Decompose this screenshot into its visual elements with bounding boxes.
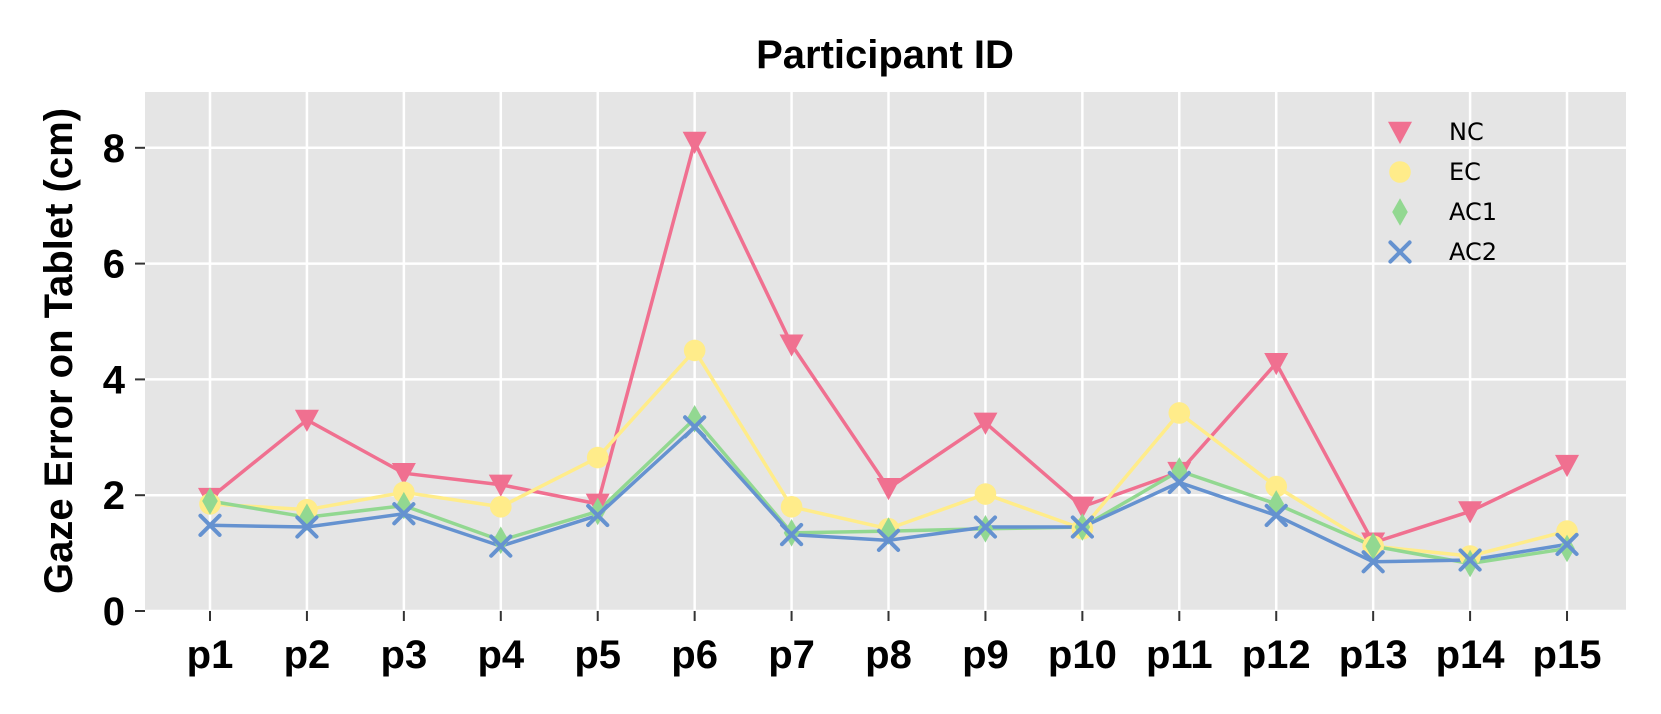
- x-marker-stroke: [1458, 548, 1482, 572]
- data-point-ac2: [1361, 550, 1385, 574]
- x-marker-stroke: [1361, 550, 1385, 574]
- data-point-ec: [1265, 475, 1288, 498]
- y-axis-label: Gaze Error on Tablet (cm): [37, 108, 81, 594]
- data-point-nc: [1555, 454, 1580, 478]
- data-point-ec: [586, 446, 609, 469]
- data-point-ac2: [1555, 532, 1579, 557]
- data-point-ac2: [683, 415, 707, 439]
- x-marker-stroke: [683, 415, 707, 439]
- data-point-nc: [294, 409, 319, 432]
- x-marker-stroke: [1264, 503, 1288, 528]
- legend-marker-ac2: [1388, 240, 1412, 264]
- axis-ticks: p1 p2 p3 p4 p5 p6 p7 p8 p9 p10 p11 p12 p13 p14 p15 0 2 4 6…: [103, 127, 1602, 677]
- data-point-nc: [1458, 501, 1483, 524]
- data-point-ec: [683, 339, 706, 362]
- legend: NC EC AC1 AC2: [1388, 118, 1497, 266]
- data-point-nc: [876, 478, 901, 501]
- grid: [145, 92, 1626, 613]
- legend-marker-nc: [1388, 121, 1412, 144]
- data-point-ac1: [1365, 532, 1381, 560]
- legend-label-ac2: AC2: [1449, 238, 1497, 266]
- x-tick-label: p8: [865, 633, 912, 677]
- chart-title: Participant ID: [756, 33, 1014, 77]
- data-point-ac2: [876, 528, 901, 552]
- x-tick-label: p11: [1146, 633, 1213, 677]
- x-marker-stroke: [876, 528, 901, 552]
- x-marker-stroke: [1388, 240, 1412, 264]
- x-marker-stroke: [1070, 515, 1094, 539]
- x-tick-label: p10: [1048, 633, 1117, 677]
- data-point-ac1: [880, 517, 897, 545]
- x-marker-stroke: [779, 522, 804, 547]
- data-point-nc: [488, 474, 513, 497]
- data-point-ec: [780, 495, 803, 518]
- legend-marker-ac1: [1392, 198, 1408, 226]
- x-tick-label: p4: [477, 633, 524, 677]
- legend-marker-ec: [1389, 161, 1411, 183]
- x-marker-stroke: [973, 515, 998, 539]
- y-tick-label: 0: [103, 590, 125, 634]
- y-tick-label: 8: [103, 127, 125, 171]
- x-tick-label: p13: [1339, 633, 1408, 677]
- x-marker-stroke: [489, 534, 513, 558]
- data-point-ac2: [295, 515, 319, 539]
- legend-label-ec: EC: [1449, 158, 1481, 186]
- data-point-ac2: [1070, 515, 1094, 539]
- x-tick-label: p3: [381, 633, 428, 677]
- x-tick-label: p15: [1533, 633, 1602, 677]
- data-point-ac2: [1167, 470, 1191, 495]
- x-tick-label: p12: [1242, 633, 1311, 677]
- x-marker-stroke: [586, 503, 610, 528]
- x-tick-label: p1: [187, 633, 234, 677]
- data-point-ac2: [198, 513, 222, 537]
- data-point-nc: [1070, 496, 1095, 519]
- data-point-nc: [1264, 352, 1289, 376]
- data-point-ac2: [489, 534, 513, 558]
- data-point-nc: [682, 131, 707, 155]
- x-tick-label: p2: [284, 633, 331, 677]
- x-marker-stroke: [1167, 470, 1191, 495]
- data-point-nc: [779, 334, 804, 357]
- legend-label-ac1: AC1: [1449, 198, 1497, 226]
- x-marker-stroke: [1555, 532, 1579, 557]
- data-point-ac2: [973, 515, 998, 539]
- data-point-nc: [973, 412, 998, 435]
- data-point-nc: [391, 462, 416, 486]
- data-point-ac2: [586, 503, 610, 528]
- data-point-ec: [489, 495, 512, 518]
- data-point-ac1: [202, 487, 218, 515]
- data-point-ec: [1168, 402, 1191, 424]
- data-point-ac2: [392, 502, 416, 526]
- x-tick-label: p9: [962, 633, 1009, 677]
- series-markers: [198, 131, 1580, 578]
- data-point-ac2: [1264, 503, 1288, 528]
- x-marker-stroke: [392, 502, 416, 526]
- x-tick-label: p6: [671, 633, 718, 677]
- x-marker-stroke: [198, 513, 222, 537]
- data-point-ec: [974, 483, 997, 505]
- legend-label-nc: NC: [1449, 118, 1484, 146]
- x-tick-label: p7: [768, 633, 815, 677]
- x-tick-label: p5: [574, 633, 621, 677]
- x-tick-label: p14: [1436, 633, 1506, 677]
- y-tick-label: 6: [103, 243, 125, 287]
- y-tick-label: 2: [103, 474, 125, 518]
- data-point-ac2: [779, 522, 804, 547]
- y-tick-label: 4: [103, 358, 126, 402]
- x-marker-stroke: [295, 515, 319, 539]
- data-point-ac2: [1458, 548, 1482, 572]
